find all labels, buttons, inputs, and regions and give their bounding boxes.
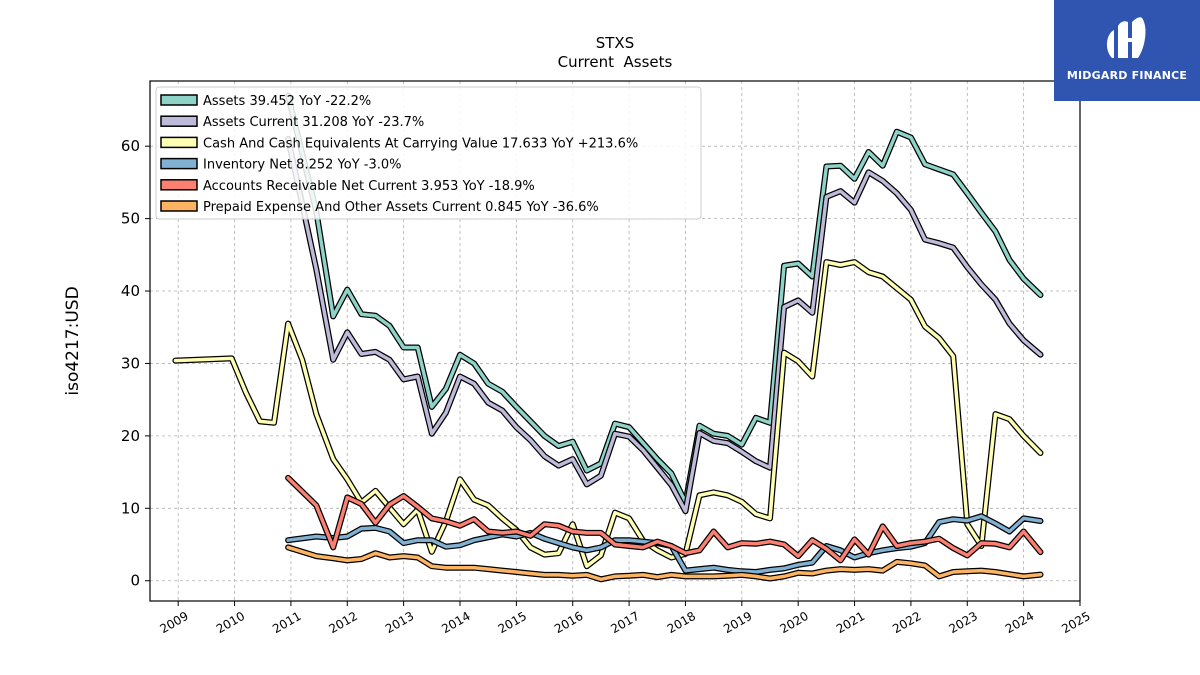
legend-entry: Inventory Net 8.252 YoY -3.0% — [203, 158, 402, 173]
legend-swatch — [160, 179, 198, 191]
series-line-4 — [286, 476, 1043, 563]
legend-entry: Assets 39.452 YoY -22.2% — [203, 94, 371, 109]
x-tick-label: 2025 — [1059, 609, 1092, 636]
plot-area-frame — [149, 80, 1081, 602]
chart-subtitle: Current Assets — [558, 53, 673, 71]
legend-swatch — [160, 115, 198, 127]
y-tick-label: 60 — [121, 137, 140, 155]
series-line-0 — [286, 93, 1043, 505]
legend-entry: Prepaid Expense And Other Assets Current… — [203, 200, 599, 215]
legend-entry: Cash And Cash Equivalents At Carrying Va… — [203, 136, 638, 151]
legend: Assets 39.452 YoY -22.2% Assets Current 3… — [155, 86, 702, 220]
legend-entry: Accounts Receivable Net Current 3.953 Yo… — [203, 179, 535, 194]
y-tick-label: 20 — [121, 427, 140, 445]
x-tick-label: 2016 — [552, 609, 585, 636]
x-tick-label: 2012 — [327, 609, 360, 636]
x-tick-label: 2014 — [439, 609, 472, 636]
series-line-2 — [173, 260, 1043, 568]
y-tick-label: 30 — [121, 354, 140, 372]
series-line-1 — [286, 137, 1043, 513]
x-tick-label: 2009 — [157, 609, 190, 636]
brand-logo: MIDGARD FINANCE — [1054, 0, 1200, 101]
legend-swatch — [160, 94, 198, 106]
x-tick-label: 2015 — [496, 609, 529, 636]
legend-swatch — [160, 157, 198, 170]
y-axis-label: iso4217:USD — [63, 286, 83, 395]
midgard-logo-icon — [1106, 17, 1146, 58]
legend-swatch — [160, 136, 198, 149]
x-tick-label: 2017 — [608, 609, 641, 636]
legend-box — [155, 86, 702, 220]
x-tick-label: 2023 — [947, 609, 980, 636]
x-tick-label: 2019 — [721, 609, 754, 636]
chart-title: STXS — [596, 34, 634, 52]
x-tick-label: 2020 — [777, 609, 810, 636]
x-tick-label: 2022 — [890, 609, 923, 636]
y-tick-label: 50 — [121, 210, 140, 228]
legend-entry: Assets Current 31.208 YoY -23.7% — [203, 115, 424, 130]
x-tick-label: 2021 — [834, 609, 867, 636]
series-line-5 — [286, 545, 1043, 582]
x-tick-label: 2010 — [214, 609, 247, 636]
x-tick-label: 2018 — [665, 609, 698, 636]
y-tick-label: 10 — [121, 499, 140, 517]
series-layer — [172, 92, 1044, 583]
brand-name: MIDGARD FINANCE — [1066, 69, 1188, 82]
y-tick-label: 40 — [121, 282, 140, 300]
y-tick-label: 0 — [130, 572, 140, 590]
x-tick-label: 2024 — [1003, 609, 1036, 636]
x-tick-label: 2013 — [383, 609, 416, 636]
legend-swatch — [160, 200, 198, 212]
x-tick-label: 2011 — [270, 609, 303, 636]
